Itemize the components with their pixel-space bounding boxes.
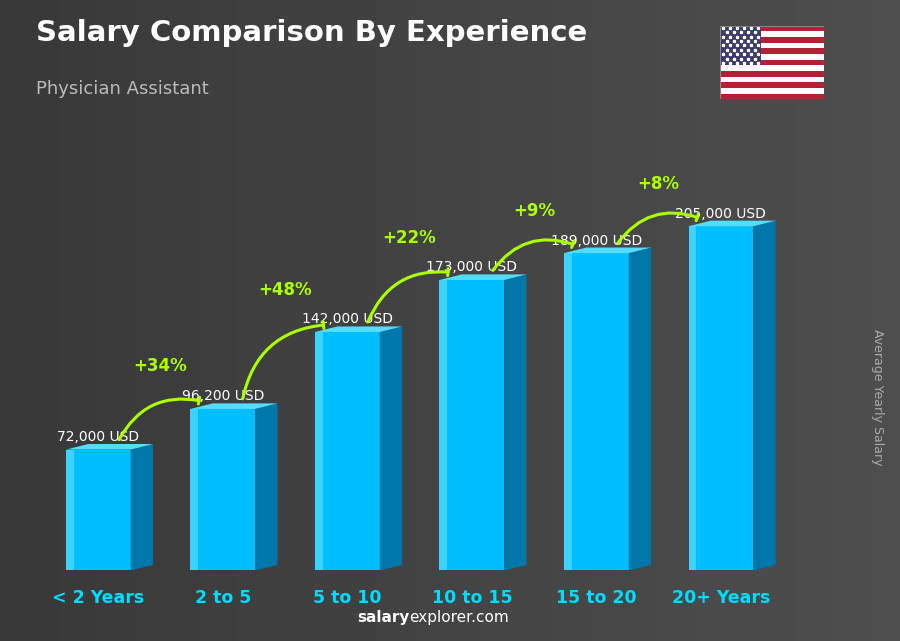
Bar: [720, 88, 824, 94]
Text: Average Yearly Salary: Average Yearly Salary: [871, 329, 884, 465]
Bar: [720, 37, 824, 43]
Text: 142,000 USD: 142,000 USD: [302, 312, 392, 326]
Polygon shape: [191, 409, 256, 570]
Text: 189,000 USD: 189,000 USD: [551, 233, 642, 247]
Polygon shape: [130, 444, 153, 570]
Text: 205,000 USD: 205,000 USD: [676, 206, 766, 221]
Polygon shape: [66, 449, 130, 570]
Polygon shape: [191, 409, 198, 570]
Text: salary: salary: [357, 610, 410, 625]
Text: Salary Comparison By Experience: Salary Comparison By Experience: [36, 19, 587, 47]
Bar: [720, 65, 824, 71]
Polygon shape: [66, 449, 74, 570]
Text: Physician Assistant: Physician Assistant: [36, 80, 209, 98]
Polygon shape: [439, 274, 526, 280]
Text: explorer.com: explorer.com: [410, 610, 509, 625]
Bar: [720, 94, 824, 99]
Polygon shape: [564, 253, 629, 570]
Text: 96,200 USD: 96,200 USD: [182, 389, 264, 403]
Text: +22%: +22%: [382, 229, 436, 247]
Polygon shape: [688, 226, 697, 570]
Bar: [720, 48, 824, 54]
Bar: [720, 60, 824, 65]
Bar: [720, 54, 824, 60]
Polygon shape: [380, 326, 402, 570]
Bar: [720, 26, 824, 31]
Bar: [720, 77, 824, 82]
Text: +34%: +34%: [134, 358, 187, 376]
Polygon shape: [439, 280, 504, 570]
Text: 173,000 USD: 173,000 USD: [427, 260, 518, 274]
Polygon shape: [688, 221, 776, 226]
Polygon shape: [629, 247, 652, 570]
Bar: [720, 26, 761, 65]
Polygon shape: [504, 274, 526, 570]
Polygon shape: [439, 280, 447, 570]
Polygon shape: [191, 403, 277, 409]
Text: 72,000 USD: 72,000 USD: [58, 430, 140, 444]
Polygon shape: [753, 221, 776, 570]
Polygon shape: [564, 247, 652, 253]
Polygon shape: [66, 444, 153, 449]
Polygon shape: [315, 326, 402, 332]
Polygon shape: [564, 253, 572, 570]
Text: +9%: +9%: [513, 202, 555, 220]
Bar: [720, 71, 824, 77]
Bar: [720, 82, 824, 88]
Text: +48%: +48%: [258, 281, 312, 299]
Bar: [720, 43, 824, 48]
Polygon shape: [315, 332, 323, 570]
Bar: [720, 31, 824, 37]
Polygon shape: [315, 332, 380, 570]
Polygon shape: [688, 226, 753, 570]
Text: +8%: +8%: [637, 175, 680, 193]
Polygon shape: [256, 403, 277, 570]
